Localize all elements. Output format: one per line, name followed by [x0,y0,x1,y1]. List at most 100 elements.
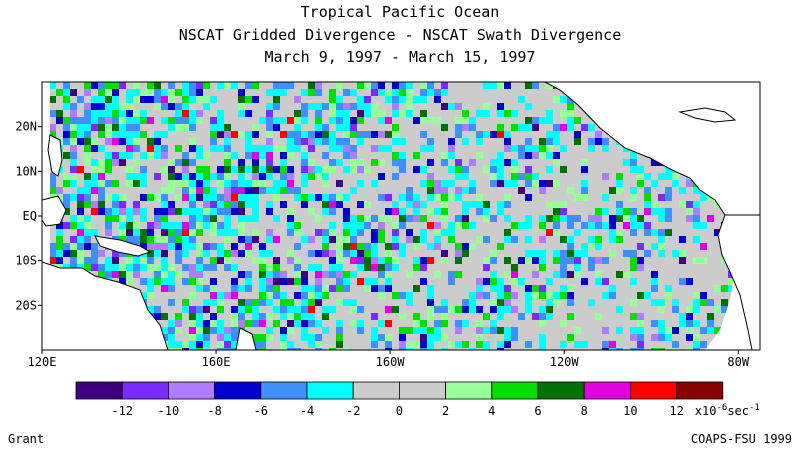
lon-tick-label: 120W [550,355,580,369]
field-cell [399,243,406,250]
field-cell [427,243,434,250]
field-cell [658,250,665,257]
field-cell [483,236,490,243]
field-cell [336,201,343,208]
field-cell [266,152,273,159]
field-cell [322,201,329,208]
field-cell [91,159,98,166]
field-cell [448,278,455,285]
field-cell [140,180,147,187]
field-cell [343,145,350,152]
field-cell [231,348,238,350]
field-cell [469,222,476,229]
field-cell [343,138,350,145]
field-cell [651,229,658,236]
field-cell [329,96,336,103]
field-cell [70,117,77,124]
field-cell [133,96,140,103]
field-cell [476,320,483,327]
field-cell [714,327,721,334]
field-cell [595,131,602,138]
field-cell [210,327,217,334]
field-cell [84,201,91,208]
field-cell [126,271,133,278]
field-cell [413,152,420,159]
field-cell [168,320,175,327]
colorbar-swatch [75,381,123,400]
field-cell [147,222,154,229]
field-cell [504,180,511,187]
field-cell [427,187,434,194]
field-cell [308,313,315,320]
field-cell [77,138,84,145]
field-cell [637,257,644,264]
field-cell [350,124,357,131]
field-cell [231,327,238,334]
field-cell [637,180,644,187]
field-cell [112,89,119,96]
field-cell [315,131,322,138]
field-cell [371,257,378,264]
field-cell [637,222,644,229]
field-cell [294,222,301,229]
field-cell [483,264,490,271]
field-cell [63,180,70,187]
field-cell [259,334,266,341]
field-cell [525,152,532,159]
field-cell [658,194,665,201]
field-cell [77,257,84,264]
field-cell [98,159,105,166]
field-cell [140,278,147,285]
field-cell [406,229,413,236]
field-cell [252,215,259,222]
field-cell [238,187,245,194]
field-cell [315,278,322,285]
field-cell [560,320,567,327]
field-cell [217,222,224,229]
field-cell [693,299,700,306]
field-cell [70,250,77,257]
field-cell [231,243,238,250]
field-cell [329,159,336,166]
field-cell [518,278,525,285]
field-cell [511,271,518,278]
field-cell [84,180,91,187]
field-cell [287,327,294,334]
field-cell [560,257,567,264]
field-cell [434,194,441,201]
field-cell [70,124,77,131]
field-cell [56,257,63,264]
field-cell [420,117,427,124]
field-cell [203,250,210,257]
field-cell [406,348,413,350]
field-cell [105,215,112,222]
field-cell [259,180,266,187]
colorbar: -12 -10 -8 -6 -4 -2 0 2 4 6 8 10 12 x10-6sec-1 [75,381,760,418]
field-cell [301,327,308,334]
field-cell [196,334,203,341]
field-cell [294,292,301,299]
field-cell [168,264,175,271]
field-cell [322,166,329,173]
field-cell [70,180,77,187]
field-cell [147,229,154,236]
field-cell [84,82,91,89]
field-cell [483,131,490,138]
field-cell [140,292,147,299]
field-cell [210,285,217,292]
field-cell [483,292,490,299]
field-cell [595,138,602,145]
field-cell [420,320,427,327]
field-cell [637,292,644,299]
field-cell [280,173,287,180]
field-cell [686,180,693,187]
field-cell [427,341,434,348]
field-cell [196,187,203,194]
field-cell [63,82,70,89]
field-cell [217,117,224,124]
field-cell [77,250,84,257]
field-cell [182,96,189,103]
field-cell [259,292,266,299]
field-cell [91,180,98,187]
field-cell [203,320,210,327]
